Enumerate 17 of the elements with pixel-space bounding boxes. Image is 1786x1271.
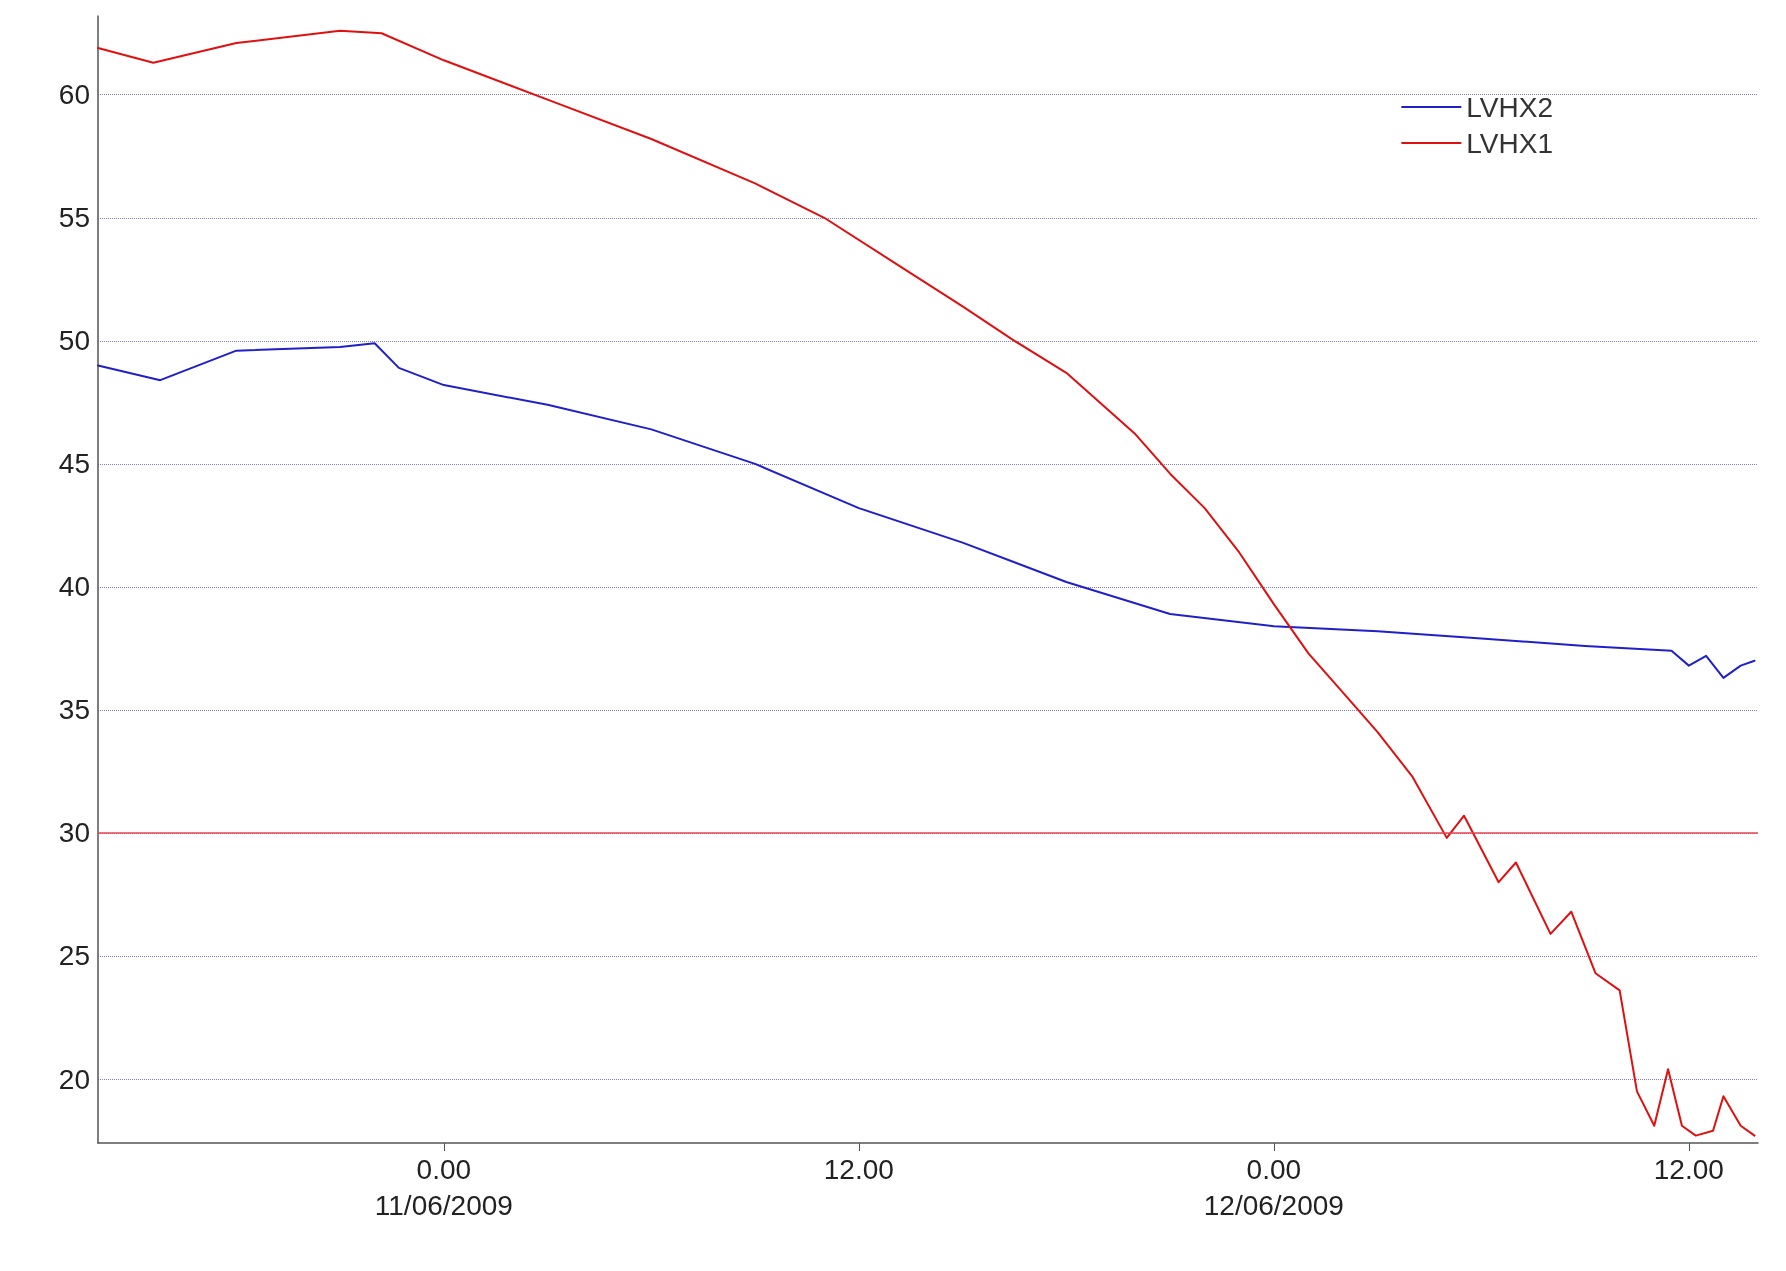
y-tick-label: 45: [58, 448, 90, 480]
x-tick-label: 0.00 12/06/2009: [1203, 1153, 1344, 1221]
x-tick-label: 12.00: [823, 1153, 894, 1185]
legend-label: LVHX2: [1466, 91, 1553, 123]
y-tick-label: 30: [58, 817, 90, 849]
y-tick-label: 60: [58, 79, 90, 111]
y-tick-label: 50: [58, 325, 90, 357]
x-tick-label: 0.00 11/06/2009: [374, 1153, 513, 1221]
x-tick-label: 12.00: [1653, 1153, 1724, 1185]
legend-label: LVHX1: [1466, 127, 1553, 159]
y-tick-label: 25: [58, 940, 90, 972]
y-tick-label: 40: [58, 571, 90, 603]
line-series: [97, 342, 1756, 679]
y-tick-label: 35: [58, 694, 90, 726]
line-series: [97, 29, 1756, 1137]
y-tick-label: 20: [58, 1063, 90, 1095]
y-tick-label: 55: [58, 202, 90, 234]
